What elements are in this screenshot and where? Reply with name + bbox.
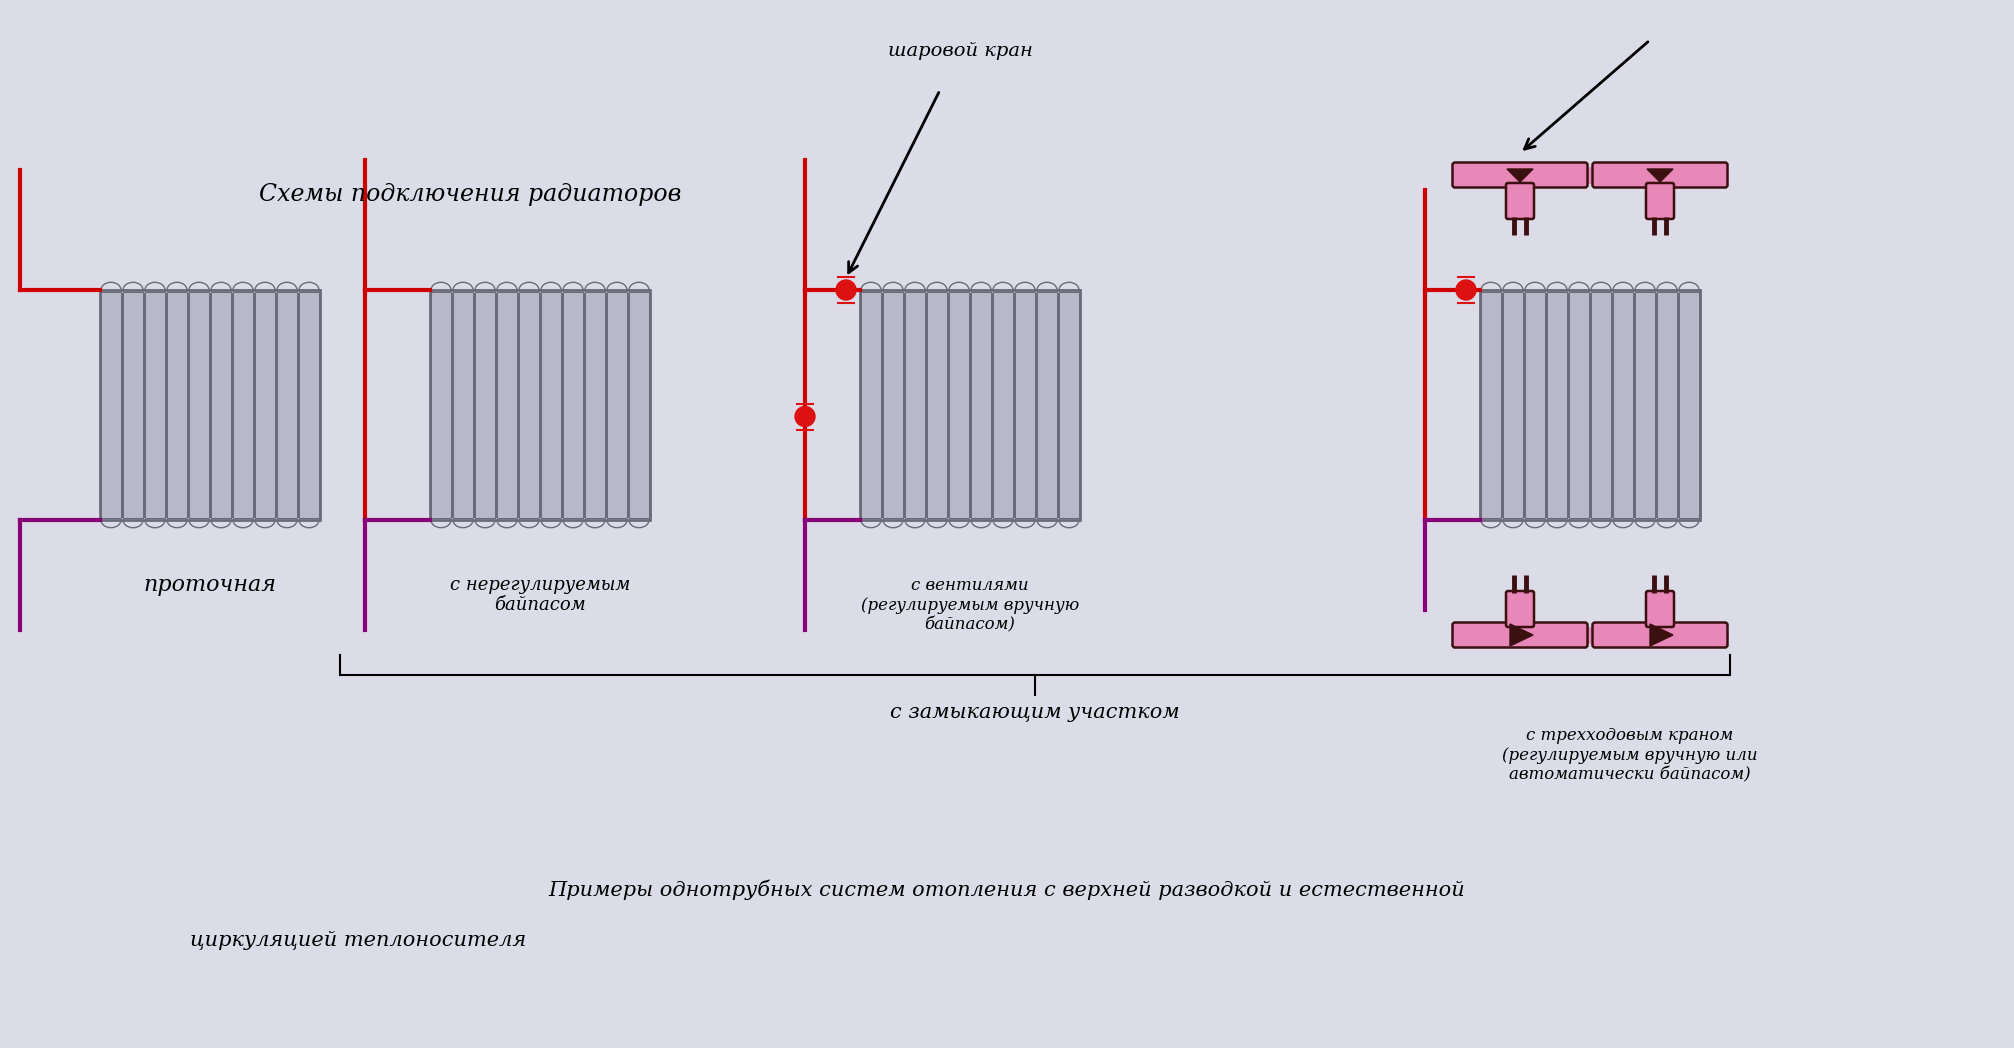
Polygon shape	[497, 292, 518, 518]
Polygon shape	[278, 292, 296, 518]
Polygon shape	[453, 292, 473, 518]
Polygon shape	[1547, 292, 1567, 518]
Text: проточная: проточная	[143, 574, 276, 596]
Polygon shape	[926, 292, 947, 518]
Polygon shape	[101, 290, 320, 520]
Text: с вентилями
(регулируемым вручную
байпасом): с вентилями (регулируемым вручную байпас…	[860, 576, 1080, 633]
Polygon shape	[971, 292, 991, 518]
Polygon shape	[628, 292, 649, 518]
Polygon shape	[606, 292, 626, 518]
Text: с нерегулируемым
байпасом: с нерегулируемым байпасом	[449, 575, 630, 614]
FancyBboxPatch shape	[1645, 183, 1674, 219]
Polygon shape	[189, 292, 209, 518]
Polygon shape	[1591, 292, 1611, 518]
Polygon shape	[211, 292, 232, 518]
Polygon shape	[1658, 292, 1678, 518]
Text: шаровой кран: шаровой кран	[888, 42, 1033, 60]
Polygon shape	[1680, 292, 1700, 518]
Polygon shape	[1015, 292, 1035, 518]
Polygon shape	[1635, 292, 1656, 518]
FancyBboxPatch shape	[1452, 623, 1587, 648]
Polygon shape	[1613, 292, 1633, 518]
Polygon shape	[431, 290, 651, 520]
Polygon shape	[993, 292, 1013, 518]
Text: циркуляцией теплоносителя: циркуляцией теплоносителя	[189, 931, 526, 949]
FancyBboxPatch shape	[1593, 623, 1728, 648]
Polygon shape	[256, 292, 276, 518]
Circle shape	[1456, 280, 1476, 300]
Polygon shape	[862, 292, 880, 518]
Polygon shape	[1480, 290, 1700, 520]
Text: с замыкающим участком: с замыкающим участком	[890, 703, 1180, 722]
Polygon shape	[234, 292, 254, 518]
Polygon shape	[1649, 624, 1674, 646]
Polygon shape	[542, 292, 562, 518]
FancyBboxPatch shape	[1506, 591, 1535, 627]
Polygon shape	[298, 292, 318, 518]
FancyBboxPatch shape	[1645, 591, 1674, 627]
Text: Схемы подключения радиаторов: Схемы подключения радиаторов	[260, 183, 681, 206]
Polygon shape	[584, 292, 604, 518]
Polygon shape	[520, 292, 540, 518]
FancyBboxPatch shape	[1452, 162, 1587, 188]
Circle shape	[796, 407, 816, 427]
Polygon shape	[475, 292, 495, 518]
Polygon shape	[431, 292, 451, 518]
Polygon shape	[101, 292, 121, 518]
FancyBboxPatch shape	[1506, 183, 1535, 219]
Polygon shape	[1525, 292, 1545, 518]
Polygon shape	[167, 292, 187, 518]
Text: Примеры однотрубных систем отопления с верхней разводкой и естественной: Примеры однотрубных систем отопления с в…	[548, 879, 1466, 900]
Polygon shape	[1480, 292, 1500, 518]
Polygon shape	[1569, 292, 1589, 518]
Polygon shape	[1037, 292, 1057, 518]
Polygon shape	[904, 292, 924, 518]
Polygon shape	[1510, 624, 1533, 646]
Polygon shape	[145, 292, 165, 518]
Polygon shape	[860, 290, 1080, 520]
Circle shape	[836, 280, 856, 300]
Text: с трехходовым краном
(регулируемым вручную или
автоматически байпасом): с трехходовым краном (регулируемым вручн…	[1502, 727, 1758, 783]
Polygon shape	[882, 292, 902, 518]
Polygon shape	[123, 292, 143, 518]
Polygon shape	[564, 292, 582, 518]
FancyBboxPatch shape	[1593, 162, 1728, 188]
Polygon shape	[1506, 169, 1533, 182]
Polygon shape	[1059, 292, 1080, 518]
Polygon shape	[949, 292, 969, 518]
Polygon shape	[1502, 292, 1523, 518]
Polygon shape	[1647, 169, 1674, 182]
